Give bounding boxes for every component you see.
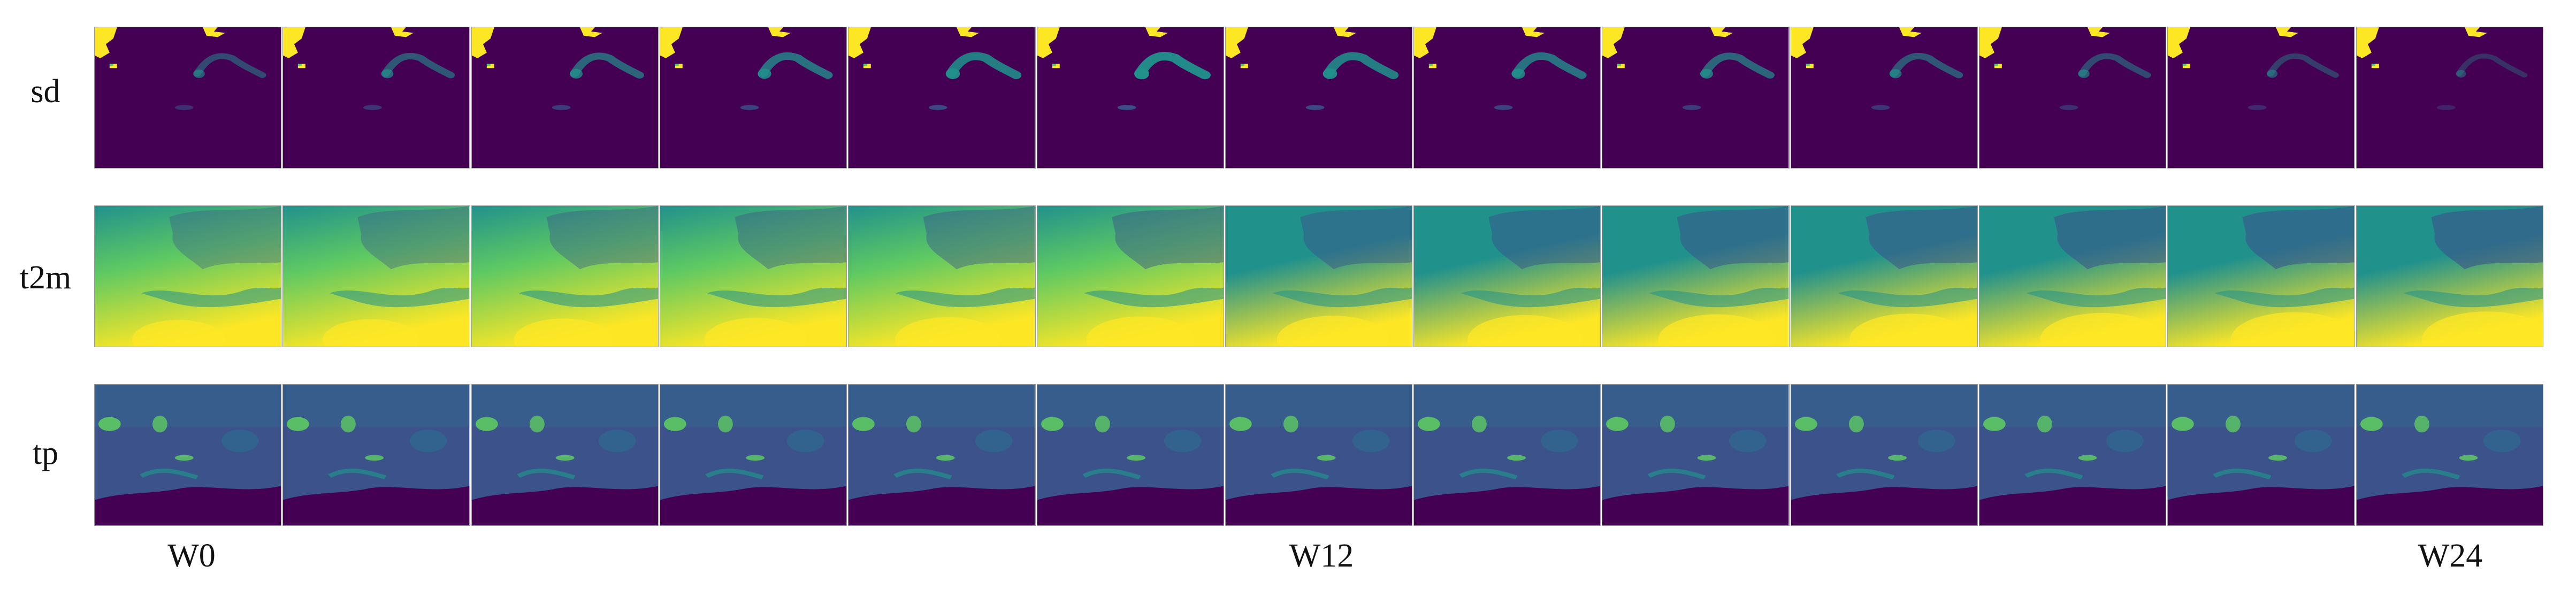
heatmap-sd-frame-1 [282, 27, 470, 169]
heatmap-t2m-frame-8 [1602, 205, 1790, 347]
heatmap-t2m-frame-4 [848, 205, 1036, 347]
heatmap-tp-frame-0 [94, 384, 282, 526]
heatmap-tp-frame-1 [282, 384, 470, 526]
heatmap-sd-frame-9 [1790, 27, 1978, 169]
heatmap-t2m-frame-7 [1413, 205, 1601, 347]
heatmap-tp-frame-8 [1602, 384, 1790, 526]
heatmap-sd-frame-11 [2167, 27, 2355, 169]
heatmap-tp-frame-3 [659, 384, 847, 526]
heatmap-t2m-frame-1 [282, 205, 470, 347]
week-label-w0: W0 [167, 538, 216, 574]
heatmap-tp-frame-11 [2167, 384, 2355, 526]
heatmap-t2m-frame-2 [471, 205, 659, 347]
row-label-sd: sd [30, 73, 60, 110]
heatmap-sd-frame-8 [1602, 27, 1790, 169]
heatmap-t2m-frame-0 [94, 205, 282, 347]
week-label-w12: W12 [1289, 538, 1354, 574]
heatmap-sd-frame-6 [1225, 27, 1413, 169]
row-tp [94, 384, 2544, 526]
heatmap-tp-frame-6 [1225, 384, 1413, 526]
heatmap-t2m-frame-9 [1790, 205, 1978, 347]
heatmap-sd-frame-4 [848, 27, 1036, 169]
heatmap-sd-frame-7 [1413, 27, 1601, 169]
row-label-tp: tp [32, 435, 59, 471]
heatmap-tp-frame-12 [2356, 384, 2543, 526]
week-label-w24: W24 [2418, 538, 2483, 574]
heatmap-tp-frame-2 [471, 384, 659, 526]
row-label-t2m: t2m [19, 259, 72, 296]
heatmap-sd-frame-12 [2356, 27, 2543, 169]
heatmap-tp-frame-10 [1979, 384, 2167, 526]
heatmap-t2m-frame-12 [2356, 205, 2543, 347]
heatmap-sd-frame-3 [659, 27, 847, 169]
heatmap-t2m-frame-5 [1036, 205, 1224, 347]
heatmap-t2m-frame-10 [1979, 205, 2167, 347]
row-sd [94, 27, 2544, 169]
row-t2m [94, 205, 2544, 347]
heatmap-t2m-frame-11 [2167, 205, 2355, 347]
heatmap-sd-frame-5 [1036, 27, 1224, 169]
heatmap-sd-frame-10 [1979, 27, 2167, 169]
heatmap-tp-frame-9 [1790, 384, 1978, 526]
heatmap-tp-frame-7 [1413, 384, 1601, 526]
heatmap-tp-frame-4 [848, 384, 1036, 526]
heatmap-t2m-frame-3 [659, 205, 847, 347]
heatmap-sd-frame-0 [94, 27, 282, 169]
heatmap-tp-frame-5 [1036, 384, 1224, 526]
heatmap-sd-frame-2 [471, 27, 659, 169]
heatmap-t2m-frame-6 [1225, 205, 1413, 347]
